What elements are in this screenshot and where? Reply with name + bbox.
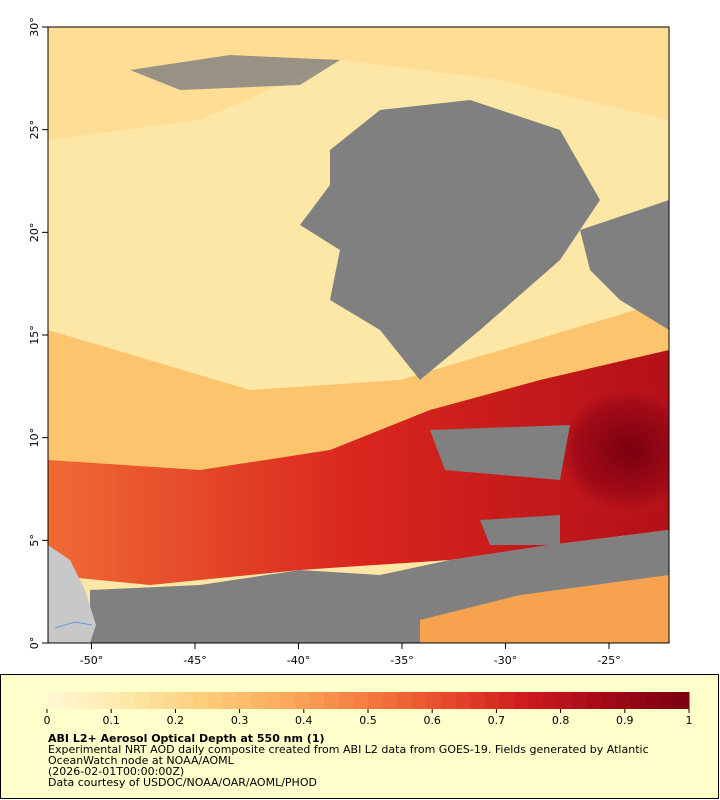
- colorbar-swatch: [119, 692, 136, 709]
- colorbar-swatch: [470, 692, 486, 709]
- y-tick-label: 30°: [28, 17, 41, 37]
- colorbar: 0 0.1 0.2 0.3 0.4 0.5 0.6 0.7 0.8 0.9 1: [44, 692, 693, 727]
- colorbar-tick-label: 0.5: [359, 714, 377, 727]
- colorbar-swatch: [236, 692, 252, 709]
- colorbar-swatch: [295, 692, 311, 709]
- colorbar-swatch: [192, 692, 208, 709]
- y-tick-label: 5°: [28, 534, 41, 547]
- colorbar-swatch: [178, 692, 194, 709]
- colorbar-tick-label: 0.2: [167, 714, 185, 727]
- colorbar-swatch: [411, 692, 427, 709]
- colorbar-swatch: [426, 692, 442, 709]
- colorbar-tick-label: 0: [44, 714, 51, 727]
- colorbar-tick-label: 0.9: [616, 714, 634, 727]
- x-tick-label: -25°: [597, 654, 620, 667]
- colorbar-swatch: [630, 692, 646, 709]
- colorbar-swatch: [557, 692, 573, 709]
- x-tick-label: -50°: [80, 654, 103, 667]
- colorbar-swatch: [382, 692, 398, 709]
- colorbar-swatch: [645, 692, 661, 709]
- y-tick-label: 20°: [28, 223, 41, 243]
- colorbar-swatch: [76, 692, 92, 709]
- colorbar-swatch: [499, 692, 515, 709]
- colorbar-swatch: [616, 692, 632, 709]
- caption-title: ABI L2+ Aerosol Optical Depth at 550 nm …: [48, 732, 325, 745]
- colorbar-swatch: [309, 692, 325, 709]
- colorbar-swatch: [61, 692, 77, 709]
- colorbar-swatch: [455, 692, 471, 709]
- colorbar-tick-label: 1: [686, 714, 693, 727]
- colorbar-tick-label: 0.3: [231, 714, 249, 727]
- colorbar-swatch: [353, 692, 369, 709]
- x-tick-label: -45°: [183, 654, 206, 667]
- colorbar-tick-label: 0.1: [102, 714, 120, 727]
- colorbar-swatch: [207, 692, 223, 709]
- colorbar-swatch: [543, 692, 559, 709]
- colorbar-tick-label: 0.4: [295, 714, 313, 727]
- colorbar-swatch: [586, 692, 602, 709]
- colorbar-swatch: [338, 692, 354, 709]
- colorbar-swatch: [105, 692, 121, 709]
- colorbar-swatch: [222, 692, 238, 709]
- y-tick-label: 25°: [28, 120, 41, 140]
- caption-line: Data courtesy of USDOC/NOAA/OAR/AOML/PHO…: [48, 776, 317, 789]
- colorbar-swatch: [134, 692, 150, 709]
- axes: -50° -45° -40° -35° -30° -25° 0° 5° 10° 15° 20° 25°…: [28, 17, 621, 667]
- y-tick-label: 10°: [28, 428, 41, 448]
- colorbar-tick-label: 0.7: [488, 714, 506, 727]
- colorbar-swatch: [513, 692, 529, 709]
- colorbar-swatch: [251, 692, 267, 709]
- x-tick-label: -30°: [494, 654, 517, 667]
- colorbar-swatch: [280, 692, 296, 709]
- x-tick-label: -40°: [287, 654, 310, 667]
- colorbar-swatch: [572, 692, 588, 709]
- y-tick-label: 15°: [28, 325, 41, 345]
- colorbar-swatch: [324, 692, 340, 709]
- y-tick-label: 0°: [28, 637, 41, 650]
- colorbar-tick-label: 0.8: [552, 714, 570, 727]
- colorbar-swatch: [659, 692, 675, 709]
- colorbar-swatch: [149, 692, 165, 709]
- colorbar-swatch: [528, 692, 544, 709]
- colorbar-swatch: [601, 692, 617, 709]
- colorbar-swatch: [484, 692, 500, 709]
- colorbar-swatch: [163, 692, 179, 709]
- caption-line: OceanWatch node at NOAA/AOML: [48, 754, 235, 767]
- colorbar-tick-label: 0.6: [423, 714, 441, 727]
- colorbar-swatch: [265, 692, 281, 709]
- map-image: [48, 27, 669, 643]
- caption-line: Experimental NRT AOD daily composite cre…: [48, 743, 649, 756]
- colorbar-swatch: [90, 692, 106, 709]
- colorbar-swatch: [47, 692, 63, 709]
- colorbar-swatch: [674, 692, 690, 709]
- colorbar-swatch: [368, 692, 384, 709]
- colorbar-swatch: [397, 692, 413, 709]
- caption-line: (2026-02-01T00:00:00Z): [48, 765, 184, 778]
- colorbar-swatch: [440, 692, 457, 709]
- x-tick-label: -35°: [390, 654, 413, 667]
